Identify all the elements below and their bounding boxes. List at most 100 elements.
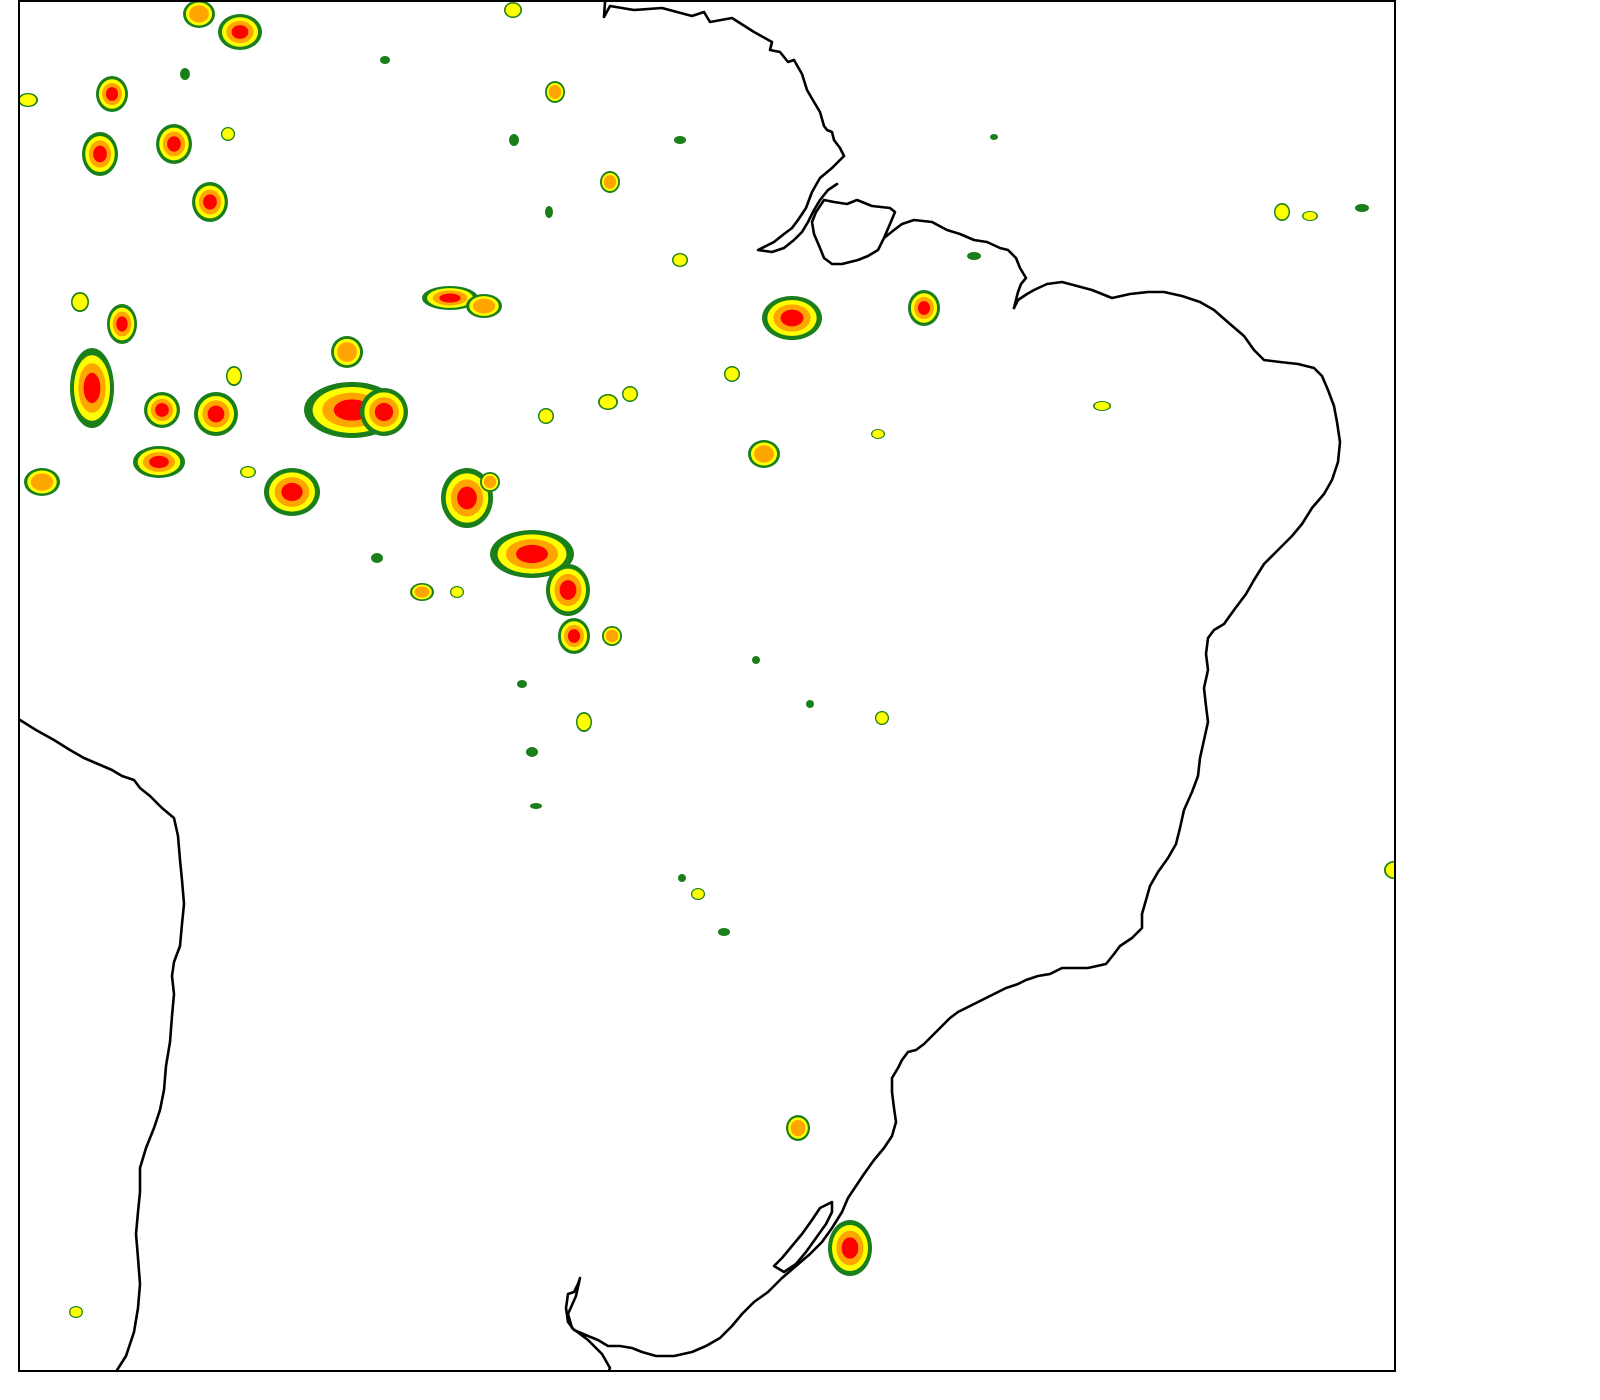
precipitation-cell [908,290,940,326]
precipitation-cell-band [530,803,542,809]
precipitation-cell-band [692,889,704,899]
precipitation-cell [748,440,780,468]
precipitation-cell-band [457,486,477,510]
precipitation-cell [360,388,408,436]
coastline-north-atlantic [602,2,846,158]
precipitation-cell [875,711,889,725]
map-panel [18,0,1396,1372]
precipitation-cells [20,2,1394,1318]
precipitation-cell [538,408,554,424]
precipitation-cell-band [876,712,888,724]
precipitation-cell-band [599,395,617,409]
precipitation-cell-band [70,1307,82,1317]
precipitation-cell-band [155,403,169,417]
precipitation-cell [107,304,137,344]
precipitation-cell-band [374,402,394,422]
precipitation-cell-band [207,405,225,423]
precipitation-cell-band [752,656,760,664]
precipitation-cell-band [545,206,553,218]
precipitation-cell-band [577,713,591,731]
precipitation-cell [156,124,192,164]
precipitation-cell [691,888,705,900]
precipitation-cell-band [451,587,463,597]
precipitation-cell-band [83,372,101,404]
precipitation-cell-band [149,455,169,469]
precipitation-cell [828,1220,872,1276]
precipitation-cell-band [623,387,637,401]
precipitation-cell-band [1275,204,1289,220]
precipitation-cell [517,680,527,688]
precipitation-cell [183,2,215,28]
precipitation-cell [450,586,464,598]
precipitation-cell-band [116,316,128,332]
precipitation-cell [678,874,686,882]
precipitation-cell [1302,211,1318,221]
precipitation-cell [192,182,228,222]
precipitation-cell [422,286,478,310]
precipitation-cell [441,468,493,528]
precipitation-cell [96,76,128,112]
precipitation-cell [221,127,235,141]
precipitation-cell [622,386,638,402]
precipitation-cell [602,626,622,646]
coastline-northeast-brazil [564,280,1342,1370]
precipitation-cell-band [539,409,553,423]
precipitation-cell [546,564,590,616]
precipitation-cell [380,56,390,64]
precipitation-cell-band [93,145,107,163]
precipitation-cell-band [516,544,548,564]
precipitation-cell [466,294,502,318]
precipitation-cell [752,656,760,664]
precipitation-cell-band [189,5,209,23]
precipitation-cell-band [1355,204,1369,212]
precipitation-cell [806,700,814,708]
precipitation-cell [545,81,565,103]
precipitation-cell-band [673,254,687,266]
precipitation-cell [20,93,38,107]
precipitation-cell-band [167,136,181,152]
precipitation-cell [410,583,434,601]
precipitation-cell-band [30,473,54,491]
precipitation-cell-band [990,134,998,140]
precipitation-cell [990,134,998,140]
precipitation-cell-band [567,629,581,643]
precipitation-cell [576,712,592,732]
precipitation-cell-band [371,553,383,563]
precipitation-cell [24,468,60,496]
precipitation-cell [218,14,262,50]
precipitation-cell-band [180,68,190,80]
precipitation-cell-band [548,85,562,99]
precipitation-cell-band [227,367,241,385]
precipitation-cell [70,348,114,428]
precipitation-cell-band [222,128,234,140]
precipitation-cell-band [439,293,461,303]
precipitation-cell [331,336,363,368]
precipitation-cell-band [517,680,527,688]
precipitation-cell [600,171,620,193]
precipitation-cell-band [725,367,739,381]
precipitation-cell [133,446,185,478]
precipitation-cell-band [105,87,119,101]
precipitation-cell-band [231,25,249,39]
precipitation-cell-band [1385,862,1394,878]
precipitation-cell [724,366,740,382]
precipitation-cell [71,292,89,312]
precipitation-cell-band [841,1237,859,1259]
precipitation-cell [226,366,242,386]
precipitation-cell [144,392,180,428]
precipitation-cell [786,1115,810,1141]
precipitation-cell [762,296,822,340]
precipitation-cell-band [72,293,88,311]
precipitation-cell-band [872,429,884,439]
precipitation-cell-band [505,3,521,17]
precipitation-cell [558,618,590,654]
precipitation-cell [240,466,256,478]
precipitation-cell [264,468,320,516]
precipitation-cell [718,928,730,936]
precipitation-cell [480,472,500,492]
precipitation-cell-band [603,175,617,189]
precipitation-cell [82,132,118,176]
precipitation-cell [1274,203,1290,221]
precipitation-cell-band [281,482,303,502]
map-canvas [20,2,1394,1370]
